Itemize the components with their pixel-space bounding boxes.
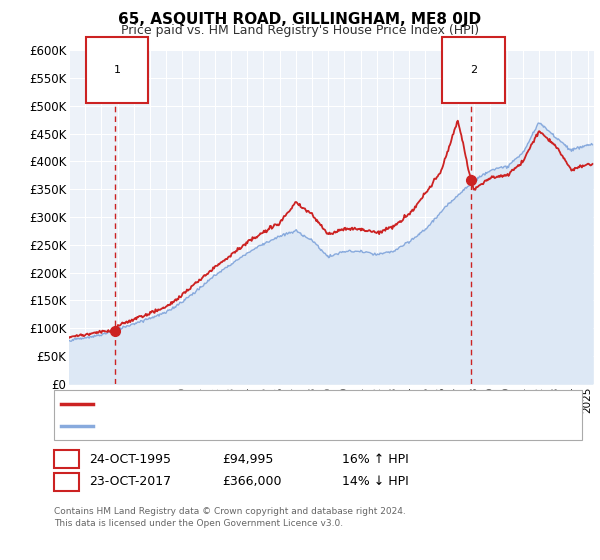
- Text: £366,000: £366,000: [222, 475, 281, 488]
- Text: 24-OCT-1995: 24-OCT-1995: [89, 452, 171, 466]
- Text: HPI: Average price, detached house, Medway: HPI: Average price, detached house, Medw…: [99, 421, 352, 431]
- Text: 2: 2: [470, 65, 477, 75]
- Text: £94,995: £94,995: [222, 452, 274, 466]
- Text: 1: 1: [113, 65, 121, 75]
- Text: 1: 1: [62, 452, 71, 466]
- Text: 65, ASQUITH ROAD, GILLINGHAM, ME8 0JD: 65, ASQUITH ROAD, GILLINGHAM, ME8 0JD: [118, 12, 482, 27]
- Text: 16% ↑ HPI: 16% ↑ HPI: [342, 452, 409, 466]
- Text: 65, ASQUITH ROAD, GILLINGHAM, ME8 0JD (detached house): 65, ASQUITH ROAD, GILLINGHAM, ME8 0JD (d…: [99, 399, 438, 409]
- Text: 14% ↓ HPI: 14% ↓ HPI: [342, 475, 409, 488]
- Text: Contains HM Land Registry data © Crown copyright and database right 2024.
This d: Contains HM Land Registry data © Crown c…: [54, 507, 406, 528]
- Text: 23-OCT-2017: 23-OCT-2017: [89, 475, 171, 488]
- Text: 2: 2: [62, 475, 71, 488]
- Text: Price paid vs. HM Land Registry's House Price Index (HPI): Price paid vs. HM Land Registry's House …: [121, 24, 479, 36]
